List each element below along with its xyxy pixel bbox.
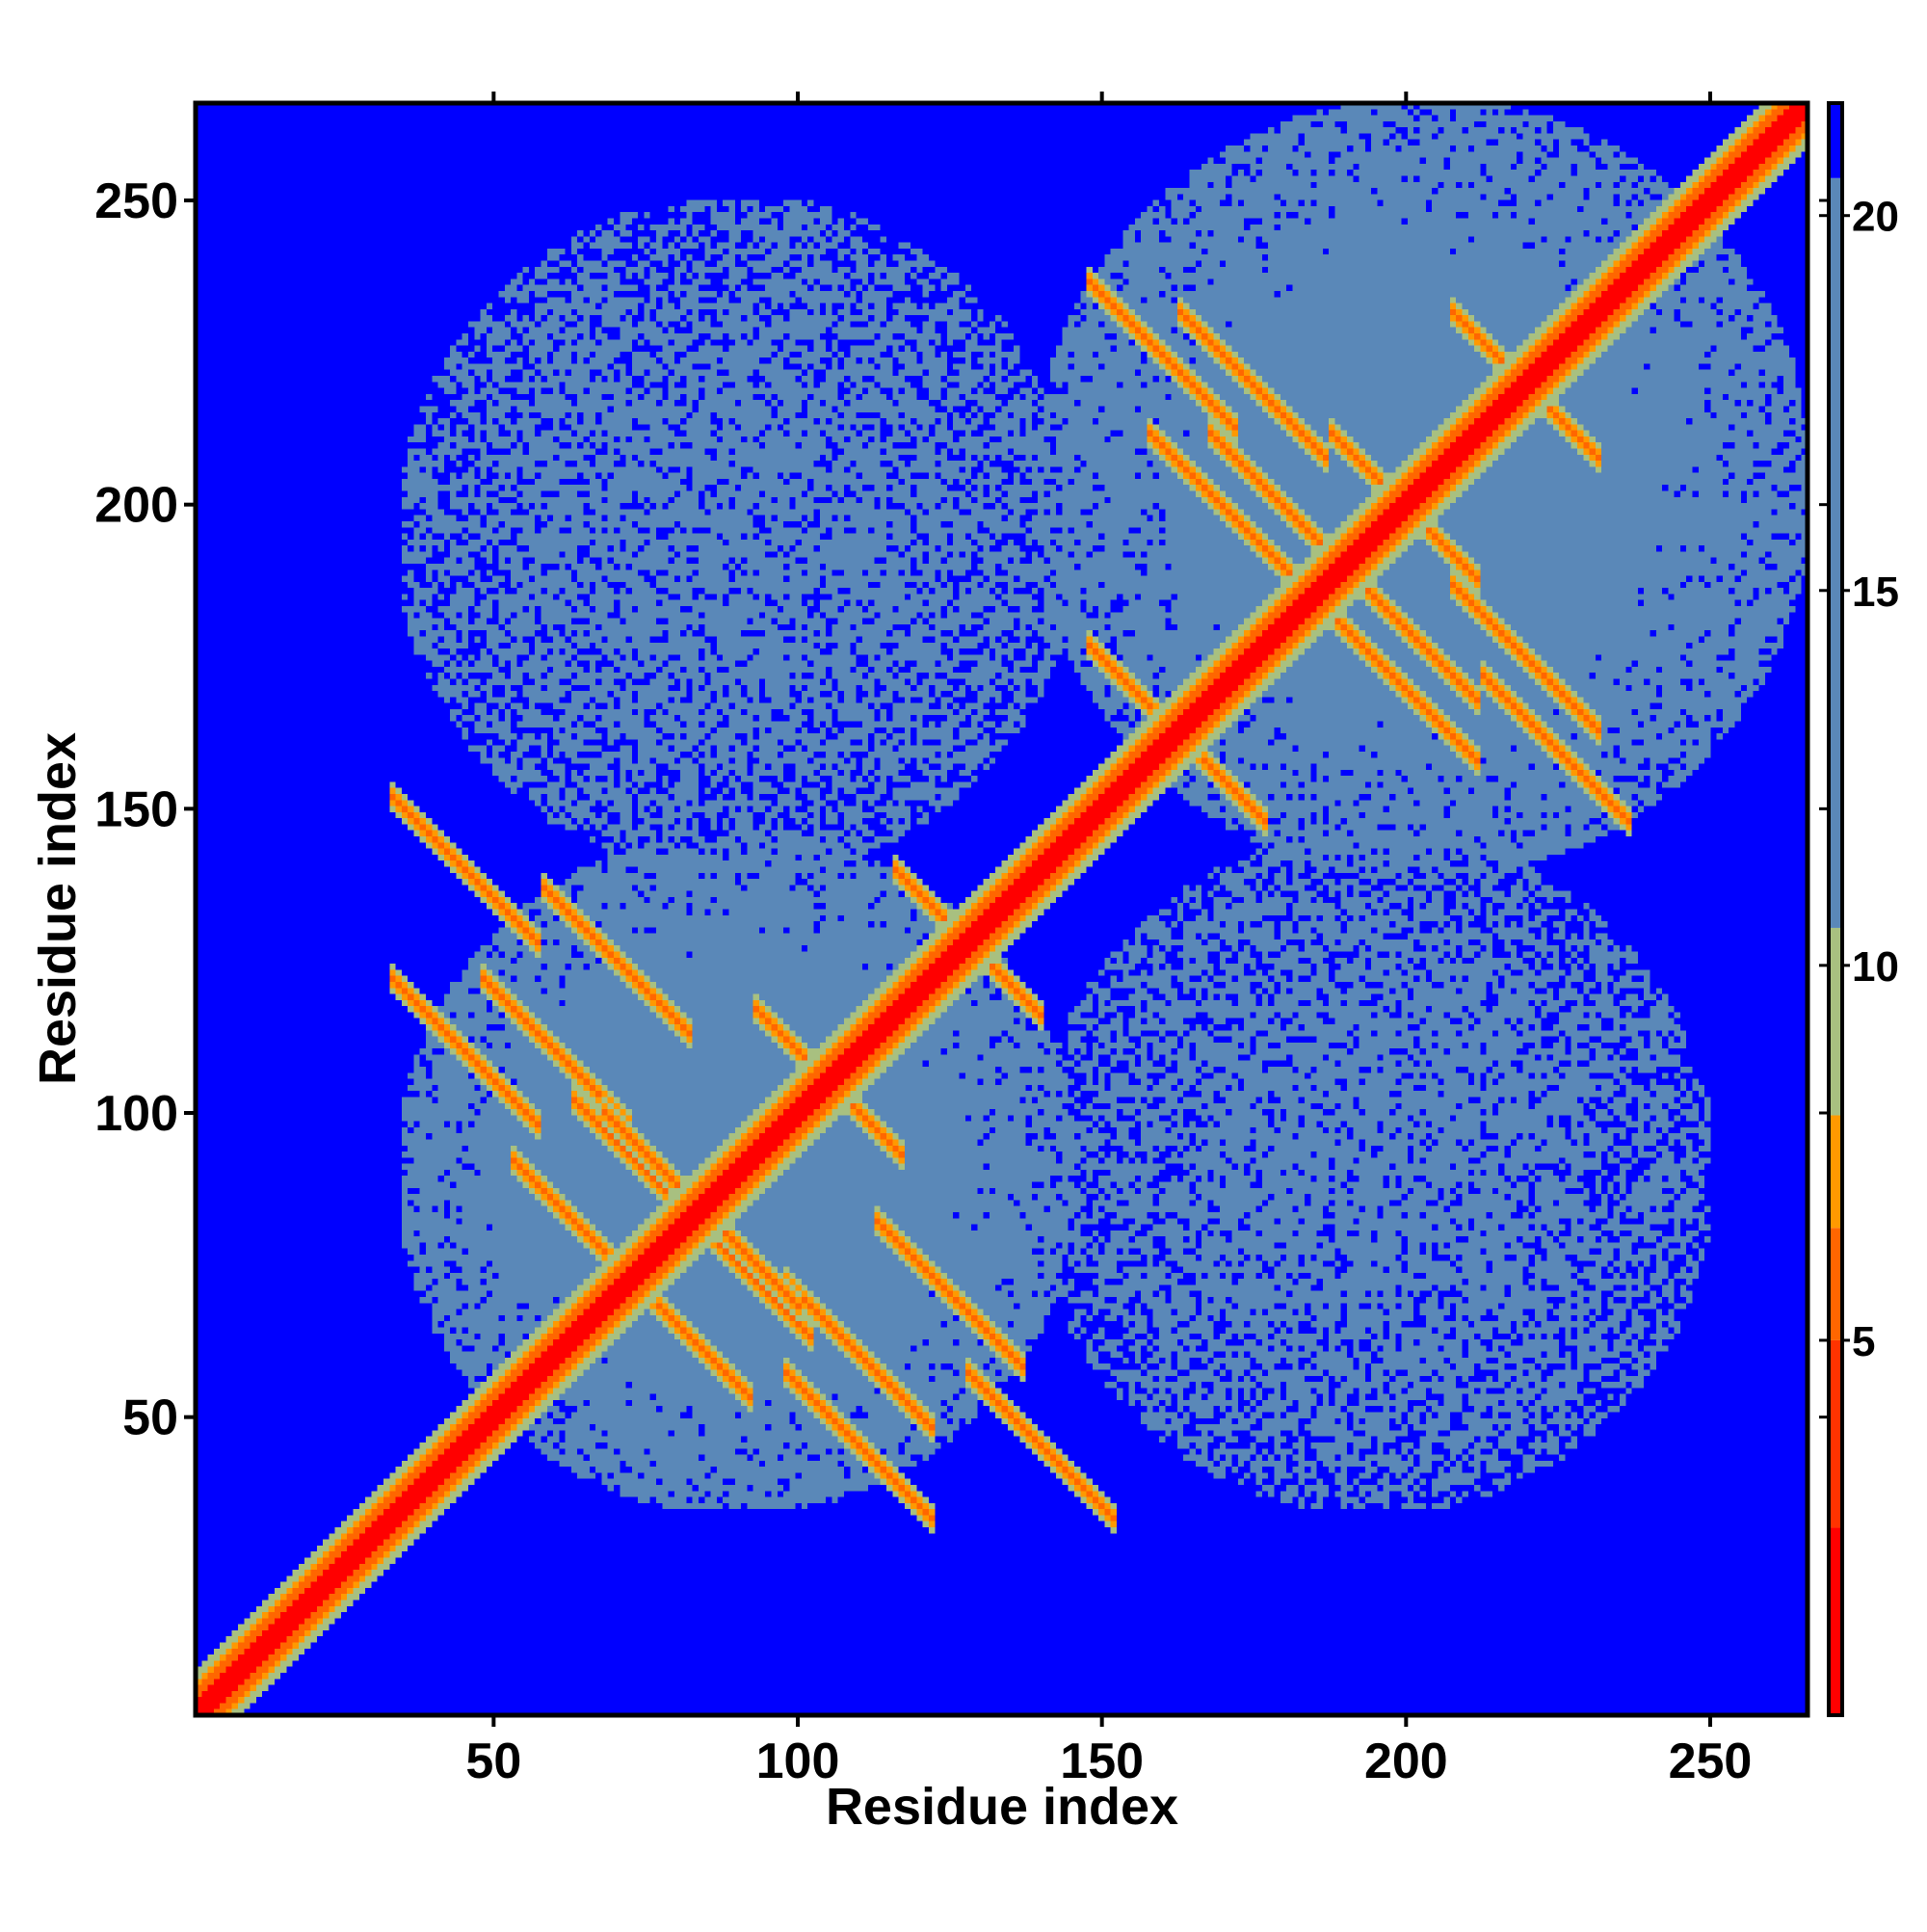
colorbar-band <box>1829 927 1842 1116</box>
x-tick-label: 150 <box>1060 1734 1144 1789</box>
colorbar-tick-label: 10 <box>1852 943 1899 991</box>
x-tick-label: 100 <box>756 1734 840 1789</box>
y-axis-ticks: 50 100 150 200 250 <box>94 173 196 1446</box>
x-axis-label: Residue index <box>826 1778 1178 1836</box>
colorbar-band <box>1829 1115 1842 1229</box>
x-tick-label: 200 <box>1364 1734 1448 1789</box>
y-tick-label: 50 <box>122 1390 178 1446</box>
heatmap-cells <box>196 103 1808 1715</box>
y-axis-label: Residue index <box>29 732 87 1085</box>
x-axis-ticks: 50 100 150 200 250 <box>465 92 1752 1789</box>
y-tick-label: 150 <box>94 781 178 837</box>
colorbar: 5 10 15 20 <box>1819 101 1899 1717</box>
colorbar-band <box>1829 1228 1842 1340</box>
colorbar-frame <box>1827 101 1844 1717</box>
colorbar-tick-label: 5 <box>1852 1318 1875 1365</box>
colorbar-band <box>1829 177 1842 928</box>
y-tick-label: 200 <box>94 478 178 534</box>
colorbar-tick-label: 20 <box>1852 194 1899 241</box>
heatmap-image <box>196 103 1808 1715</box>
y-tick-label: 100 <box>94 1086 178 1142</box>
colorbar-band <box>1829 103 1842 178</box>
colorbar-band <box>1829 1339 1842 1528</box>
x-tick-label: 250 <box>1669 1734 1753 1789</box>
x-tick-label: 50 <box>465 1734 521 1789</box>
y-tick-label: 250 <box>94 173 178 229</box>
colorbar-band <box>1829 1527 1842 1715</box>
colorbar-tick-label: 15 <box>1852 569 1899 616</box>
plot-frame <box>193 100 1810 1718</box>
